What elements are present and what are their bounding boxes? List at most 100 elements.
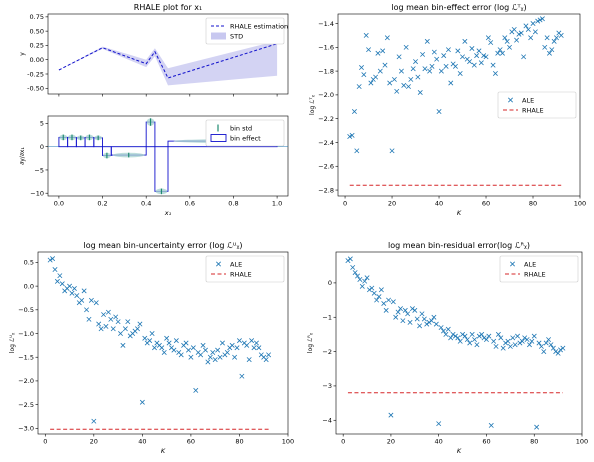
data-point <box>518 30 524 36</box>
data-point <box>351 109 357 115</box>
data-point <box>488 40 494 46</box>
y-tick-label: 0.5 <box>24 259 34 267</box>
data-point <box>118 331 124 337</box>
data-point <box>400 318 406 324</box>
chart-title: log mean bin-effect error (log ℒᵀᵪ) <box>391 3 526 12</box>
data-point <box>359 283 365 289</box>
data-point <box>356 84 362 90</box>
data-point <box>396 54 402 60</box>
legend-label: RHALE estimation <box>230 22 288 30</box>
data-point <box>366 47 372 53</box>
data-point <box>88 297 94 303</box>
data-point <box>142 335 148 341</box>
data-point <box>469 331 475 337</box>
data-point <box>460 331 466 337</box>
data-point <box>417 323 423 329</box>
data-point <box>426 319 432 325</box>
data-point <box>555 350 561 356</box>
data-point <box>347 134 353 140</box>
x-tick-label: 0 <box>341 438 345 446</box>
data-point <box>205 359 211 365</box>
data-point <box>395 309 401 315</box>
data-point <box>375 50 381 56</box>
data-point <box>137 321 143 327</box>
data-point <box>467 59 473 65</box>
x-tick-label: 0.4 <box>141 200 151 208</box>
data-point <box>402 307 408 313</box>
data-point <box>515 333 520 339</box>
data-point <box>149 331 155 337</box>
data-point <box>393 314 399 320</box>
y-tick-label: −3 <box>322 382 332 390</box>
y-tick-label: 0.25 <box>30 42 44 50</box>
data-point <box>495 331 501 337</box>
data-point <box>445 47 451 53</box>
y-tick-label: −2.6 <box>318 163 334 171</box>
data-point <box>52 267 58 273</box>
data-point <box>251 345 257 351</box>
data-point <box>164 335 170 341</box>
data-point <box>383 307 389 313</box>
y-tick-label: −2.2 <box>318 115 334 123</box>
data-point <box>96 321 102 327</box>
data-point <box>171 347 177 353</box>
data-point <box>542 44 548 50</box>
data-point <box>438 68 444 74</box>
data-point <box>147 338 153 344</box>
x-tick-label: 20 <box>90 438 98 446</box>
data-point <box>355 273 360 279</box>
data-point <box>178 352 184 358</box>
axes-frame <box>47 13 289 95</box>
y-tick-label: −2 <box>322 348 332 356</box>
data-point <box>436 109 442 115</box>
data-point <box>553 349 559 355</box>
data-point <box>410 66 416 72</box>
data-point <box>374 297 380 303</box>
data-point <box>471 62 477 68</box>
x-tick-label: 80 <box>235 438 243 446</box>
data-point <box>412 307 418 313</box>
legend: ALE RHALE <box>205 255 285 283</box>
data-point <box>424 321 430 327</box>
data-point <box>479 331 485 337</box>
data-point <box>401 82 407 88</box>
data-point <box>234 345 240 351</box>
data-point <box>263 357 269 363</box>
axes-rhale_bottom: 0.0 0.2 0.4 0.6 0.8 1.0 −10 −5 0 5 x₁ ∂y/∂x₁ bin std… <box>19 115 289 217</box>
data-point <box>474 342 480 348</box>
data-point <box>504 38 510 44</box>
data-point <box>407 319 413 325</box>
data-point <box>481 53 487 59</box>
legend-label: ALE <box>522 96 534 104</box>
legend-frame <box>205 119 285 147</box>
data-point <box>388 412 394 418</box>
data-point <box>381 301 387 306</box>
data-point <box>359 65 364 71</box>
data-point <box>413 59 419 65</box>
data-point <box>115 319 121 325</box>
data-point <box>354 148 360 154</box>
data-point <box>485 35 491 41</box>
data-point <box>71 286 77 291</box>
data-point <box>460 54 466 60</box>
data-point <box>507 343 513 349</box>
data-point <box>457 70 463 76</box>
x-tick-label: 100 <box>576 438 588 446</box>
data-point <box>193 387 199 393</box>
data-point <box>422 66 428 72</box>
y-tick-label: 0.75 <box>30 13 44 21</box>
data-point <box>429 318 435 324</box>
y-tick-label: −5 <box>34 166 44 174</box>
data-point <box>510 335 516 341</box>
data-point <box>159 345 165 351</box>
data-point <box>464 337 470 343</box>
data-point <box>74 293 80 299</box>
data-point <box>503 340 509 346</box>
data-point <box>93 300 99 306</box>
data-point <box>207 354 213 360</box>
data-point <box>448 335 454 341</box>
data-point <box>531 333 537 339</box>
y-tick-label: −3.0 <box>18 425 34 433</box>
legend-label: bin std <box>230 124 252 132</box>
data-point <box>502 35 508 41</box>
